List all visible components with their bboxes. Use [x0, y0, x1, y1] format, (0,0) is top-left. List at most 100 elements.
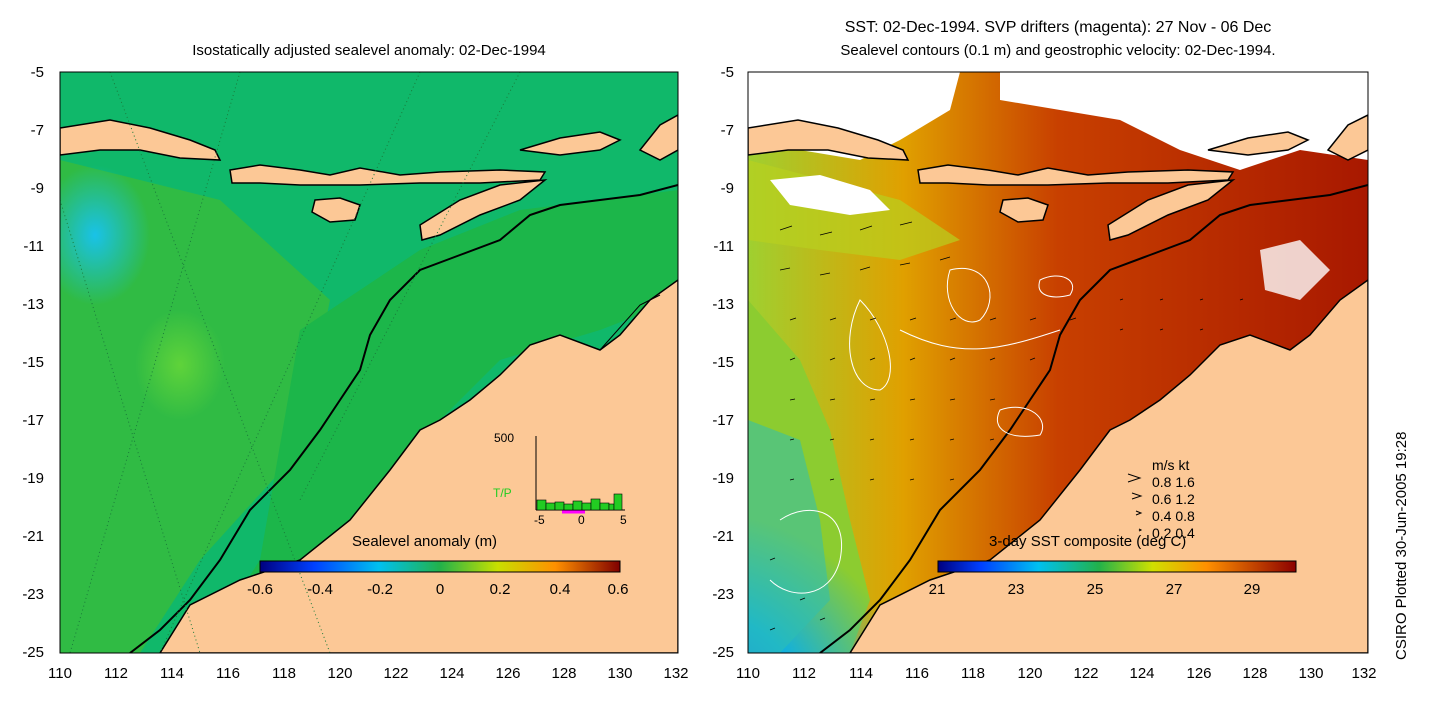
- left-shelf: [200, 190, 678, 653]
- right-xtick: 116: [905, 665, 929, 682]
- velocity-legend-row: 0.2 0.4: [1152, 525, 1195, 541]
- right-ytick: -15: [712, 354, 734, 371]
- left-xtick: 126: [495, 665, 521, 682]
- right-xtick: 112: [792, 665, 816, 682]
- right-colorbar-tick: 29: [1243, 581, 1261, 598]
- right-ytick: -21: [712, 528, 734, 545]
- inset-bar: [590, 498, 601, 511]
- left-xtick: 120: [327, 665, 353, 682]
- left-sumba-land: [311, 197, 361, 223]
- left-ytick: -17: [22, 412, 44, 429]
- left-ytick: -21: [22, 528, 44, 545]
- left-xtick: 112: [104, 665, 128, 682]
- right-ytick: -25: [712, 644, 734, 661]
- left-map-title: Isostatically adjusted sealevel anomaly:…: [192, 42, 546, 59]
- left-sealevel-map: [60, 72, 678, 653]
- left-map-frame: [59, 71, 679, 654]
- right-velocity-vectors: [769, 221, 1244, 631]
- velocity-legend-row: 0.8 1.6: [1152, 474, 1195, 490]
- right-xtick: 122: [1073, 665, 1099, 682]
- right-colorbar-label: 3-day SST composite (deg C): [989, 533, 1187, 550]
- right-colorbar-tick: 27: [1165, 581, 1183, 598]
- left-inset-histogram: [535, 436, 625, 514]
- left-ytick: -19: [22, 470, 44, 487]
- right-colorbar-tick: 21: [928, 581, 946, 598]
- right-map-title-line2: Sealevel contours (0.1 m) and geostrophi…: [840, 42, 1276, 59]
- right-xtick: 118: [961, 665, 985, 682]
- left-wetar-land: [519, 131, 622, 156]
- inset-series-label: T/P: [493, 486, 512, 500]
- left-ytick: -13: [22, 296, 44, 313]
- inset-bar: [554, 501, 565, 511]
- right-xtick: 114: [849, 665, 873, 682]
- left-xtick: 116: [216, 665, 240, 682]
- left-colorbar-label: Sealevel anomaly (m): [352, 533, 498, 550]
- right-xtick: 120: [1017, 665, 1043, 682]
- right-xtick: 132: [1351, 665, 1377, 682]
- left-australia-land: [159, 279, 678, 653]
- left-xtick: 132: [663, 665, 689, 682]
- right-nusa-tenggara-land: [917, 164, 1235, 186]
- inset-bar: [536, 499, 547, 511]
- left-positive-anomaly: [135, 310, 225, 420]
- inset-ymax-label: 500: [494, 431, 515, 445]
- right-ytick: -7: [720, 122, 734, 139]
- left-shelf-contour: [129, 184, 678, 653]
- left-java-land: [60, 119, 222, 161]
- right-ytick: -5: [720, 64, 734, 81]
- right-sumba-land: [999, 197, 1049, 223]
- left-colorbar-tick: 0.2: [489, 581, 511, 598]
- velocity-legend-row: 0.6 1.2: [1152, 491, 1195, 507]
- left-xtick: 110: [48, 665, 72, 682]
- left-xtick: 124: [439, 665, 465, 682]
- right-wetar-land: [1207, 131, 1310, 156]
- left-colorbar-tick: -0.6: [247, 581, 273, 598]
- inset-xtick: -5: [534, 513, 545, 527]
- right-xtick: 126: [1186, 665, 1212, 682]
- velocity-legend-row: 0.4 0.8: [1152, 508, 1195, 524]
- right-cold-tongue: [748, 420, 830, 653]
- right-sealevel-contours: [769, 267, 1073, 594]
- right-sst-map: [748, 72, 1368, 653]
- right-colorbar-tick: 25: [1086, 581, 1104, 598]
- left-colorbar-tick: 0.4: [549, 581, 571, 598]
- right-ytick: -9: [720, 180, 734, 197]
- right-no-data-patch: [770, 175, 890, 215]
- inset-bar: [613, 493, 623, 511]
- left-negative-anomaly: [60, 165, 150, 305]
- left-ytick: -7: [30, 122, 44, 139]
- right-colorbar: [937, 560, 1297, 573]
- left-ytick: -5: [30, 64, 44, 81]
- left-tp-tracks: [60, 72, 521, 653]
- inset-bar: [581, 502, 592, 511]
- left-xtick: 130: [607, 665, 633, 682]
- left-colorbar-tick: -0.4: [307, 581, 333, 598]
- left-nusa-tenggara-land: [229, 164, 547, 186]
- right-ytick: -11: [713, 238, 734, 255]
- left-colorbar-tick: 0: [435, 581, 445, 598]
- left-ytick: -25: [22, 644, 44, 661]
- left-xtick: 122: [383, 665, 409, 682]
- right-ytick: -13: [712, 296, 734, 313]
- plot-credit: CSIRO Plotted 30-Jun-2005 19:28: [1393, 431, 1410, 660]
- inset-bar: [599, 502, 610, 511]
- left-xtick: 114: [160, 665, 184, 682]
- right-map-frame: [747, 71, 1369, 654]
- inset-bar: [572, 500, 583, 511]
- left-colorbar: [259, 560, 621, 573]
- left-colorbar-tick: 0.6: [607, 581, 629, 598]
- right-ytick: -17: [712, 412, 734, 429]
- left-ytick: -9: [30, 180, 44, 197]
- right-tanimbar-land: [1326, 114, 1368, 161]
- right-xtick: 110: [736, 665, 760, 682]
- right-timor-land: [1107, 178, 1236, 241]
- right-australia-land: [849, 279, 1368, 653]
- right-no-data-patch: [1260, 240, 1330, 300]
- left-ytick: -11: [23, 238, 44, 255]
- inset-bar: [545, 502, 556, 511]
- left-tanimbar-land: [638, 114, 678, 161]
- left-ytick: -23: [22, 586, 44, 603]
- right-map-title-line1: SST: 02-Dec-1994. SVP drifters (magenta)…: [844, 19, 1272, 36]
- right-xtick: 130: [1298, 665, 1324, 682]
